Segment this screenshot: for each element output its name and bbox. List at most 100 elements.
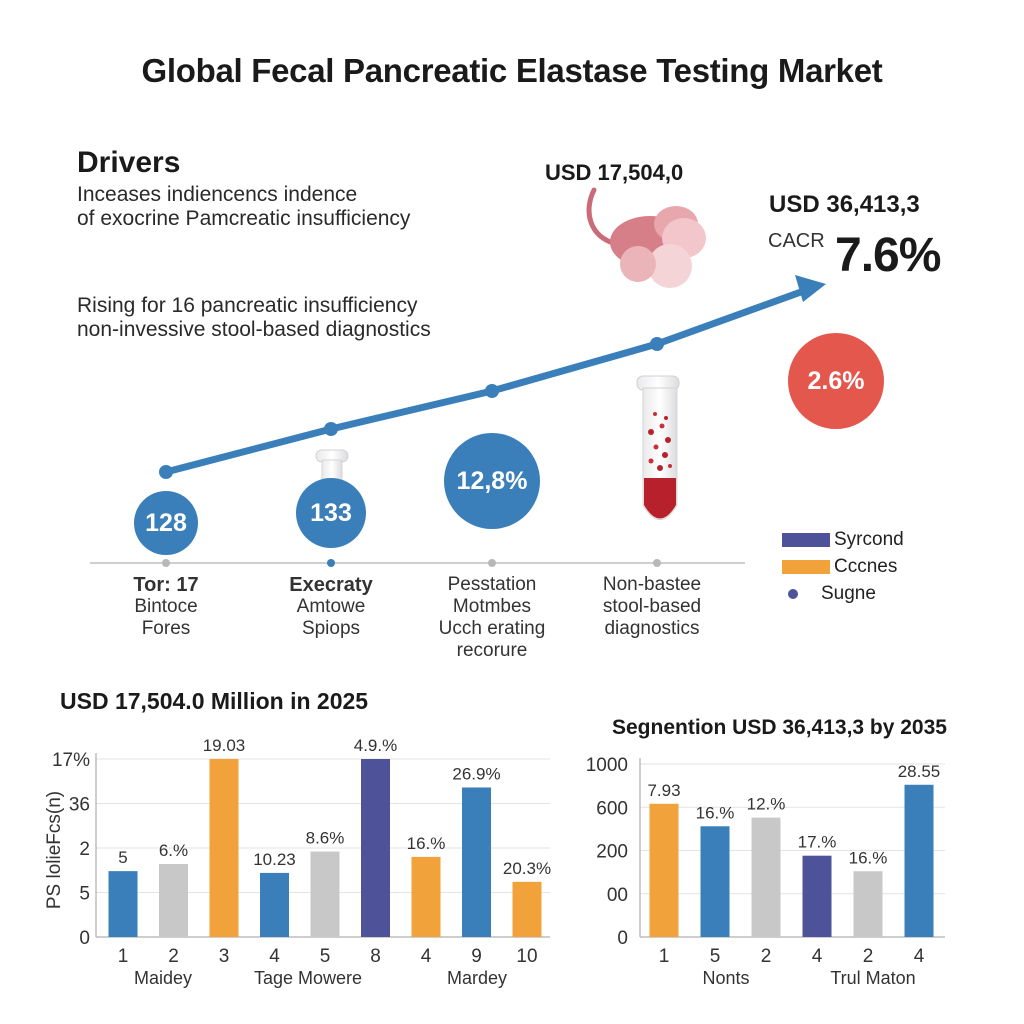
- bar: [310, 851, 340, 937]
- x-tick-label: 3: [219, 946, 230, 967]
- bar-data-label: 20.3%: [503, 859, 551, 878]
- legend-swatch: [782, 533, 830, 547]
- x-tick-label: 1: [659, 946, 670, 967]
- value-circle-1: 128: [134, 491, 198, 555]
- market-value-2035: USD 36,413,3: [769, 191, 920, 218]
- bar-data-label: 16.%: [407, 834, 446, 853]
- driver-item-1-line-1: Inceases indiencencs indence: [77, 183, 358, 206]
- value-circle-3: 12,8%: [444, 433, 540, 529]
- legend-item-1: Syrcond: [782, 529, 904, 551]
- legend-item-2: Cccnes: [782, 556, 897, 578]
- timeline-label-3-line-1: Pesstation: [447, 574, 537, 595]
- x-group-label: Trul Maton: [830, 968, 915, 988]
- timeline-dot: [327, 559, 335, 567]
- timeline-label-2: Execraty Amtowe Spiops: [246, 574, 416, 640]
- timeline-label-1-line-1: Tor: 17: [133, 574, 199, 596]
- timeline-label-4-line-2: stool-based: [602, 596, 702, 617]
- y-tick-label: 00: [607, 885, 628, 906]
- y-tick-label: 200: [596, 842, 628, 863]
- test-tube-icon: [636, 375, 680, 520]
- growth-point: [159, 465, 173, 479]
- x-tick-label: 8: [370, 946, 381, 967]
- y-tick-label: 0: [79, 928, 90, 949]
- bar-data-label: 16.%: [696, 803, 735, 822]
- bar-data-label: 16.%: [849, 848, 888, 867]
- bar-data-label: 10.23: [253, 850, 296, 869]
- timeline-label-2-line-3: Spiops: [301, 618, 361, 639]
- bar-data-label: 26.9%: [452, 764, 500, 783]
- bar: [209, 759, 239, 937]
- timeline-dot: [488, 559, 496, 567]
- bar-data-label: 12.%: [747, 795, 786, 814]
- timeline-label-4: Non-bastee stool-based diagnostics: [567, 574, 737, 640]
- growth-point: [324, 422, 338, 436]
- y-tick-label: 5: [79, 884, 90, 905]
- bar: [159, 864, 188, 937]
- bar: [802, 855, 832, 937]
- x-tick-label: 2: [863, 946, 874, 967]
- growth-arrow-head: [795, 275, 826, 302]
- x-tick-label: 2: [761, 946, 772, 967]
- cagr-label: CACR: [768, 230, 825, 252]
- bar: [462, 787, 491, 937]
- driver-item-1: Inceases indiencencs indence of exocrine…: [77, 183, 410, 231]
- bar: [411, 856, 441, 937]
- bar-data-label: 6.%: [159, 841, 188, 860]
- x-group-label: Maidey: [134, 968, 192, 988]
- bar-data-label: 4.9.%: [354, 736, 397, 755]
- x-tick-label: 2: [168, 946, 179, 967]
- y-tick-label: 2: [79, 839, 90, 860]
- growth-point: [485, 384, 499, 398]
- legend-label: Syrcond: [834, 529, 904, 550]
- legend-label: Sugne: [821, 583, 876, 604]
- market-value-2025: USD 17,504,0: [545, 160, 684, 185]
- y-tick-label: 0: [617, 928, 628, 949]
- bar-data-label: 8.6%: [306, 829, 345, 848]
- x-group-label: Nonts: [702, 968, 749, 988]
- y-tick-label: 600: [596, 798, 628, 819]
- x-tick-label: 4: [914, 946, 925, 967]
- x-tick-label: 10: [516, 946, 537, 967]
- pancreas-icon: [586, 187, 706, 288]
- bar: [361, 759, 390, 937]
- x-tick-label: 5: [320, 946, 331, 967]
- timeline-label-2-line-1: Execraty: [289, 574, 373, 596]
- driver-item-1-line-2: of exocrine Pamcreatic insufficiency: [77, 207, 411, 230]
- timeline-label-1-line-2: Bintoce: [134, 596, 198, 617]
- timeline-label-4-line-3: diagnostics: [604, 618, 700, 639]
- drivers-heading: Drivers: [77, 146, 181, 179]
- timeline-label-3-line-3: Ucch erating: [438, 618, 546, 639]
- legend-label: Cccnes: [834, 556, 898, 577]
- legend-dot: [788, 589, 798, 599]
- timeline-label-3-line-4: recorure: [456, 640, 528, 661]
- driver-item-2: Rising for 16 pancreatic insufficiency n…: [77, 294, 431, 342]
- y-axis-label: PS lolieFcs(n): [44, 791, 65, 909]
- bar: [512, 881, 542, 937]
- bar-data-label: 17.%: [798, 833, 837, 852]
- driver-item-2-line-1: Rising for 16 pancreatic insufficiency: [77, 294, 418, 317]
- y-tick-label: 36: [69, 795, 90, 816]
- bar: [649, 803, 679, 937]
- x-tick-label: 4: [812, 946, 823, 967]
- page-title: Global Fecal Pancreatic Elastase Testing…: [141, 52, 883, 89]
- driver-item-2-line-2: non-invessive stool-based diagnostics: [77, 318, 431, 341]
- x-tick-label: 9: [471, 946, 482, 967]
- chart-1-title: USD 17,504.0 Million in 2025: [60, 688, 369, 714]
- bar: [904, 784, 934, 937]
- bar-data-label: 19.03: [203, 736, 246, 755]
- bar-data-label: 28.55: [898, 762, 941, 781]
- bar: [260, 872, 289, 937]
- bar: [700, 826, 730, 937]
- x-tick-label: 4: [421, 946, 432, 967]
- chart-2-title: Segnention USD 36,413,3 by 2035: [612, 716, 947, 739]
- y-tick-label: 1000: [586, 755, 628, 776]
- timeline-label-4-line-1: Non-bastee: [602, 574, 702, 595]
- growth-point: [650, 337, 664, 351]
- timeline-label-1: Tor: 17 Bintoce Fores: [81, 574, 251, 640]
- y-tick-label: 17%: [52, 750, 90, 771]
- timeline-label-1-line-3: Fores: [141, 618, 191, 639]
- value-circle-2: 133: [296, 478, 366, 548]
- red-value-circle: 2.6%: [788, 333, 884, 429]
- legend-swatch: [782, 560, 830, 574]
